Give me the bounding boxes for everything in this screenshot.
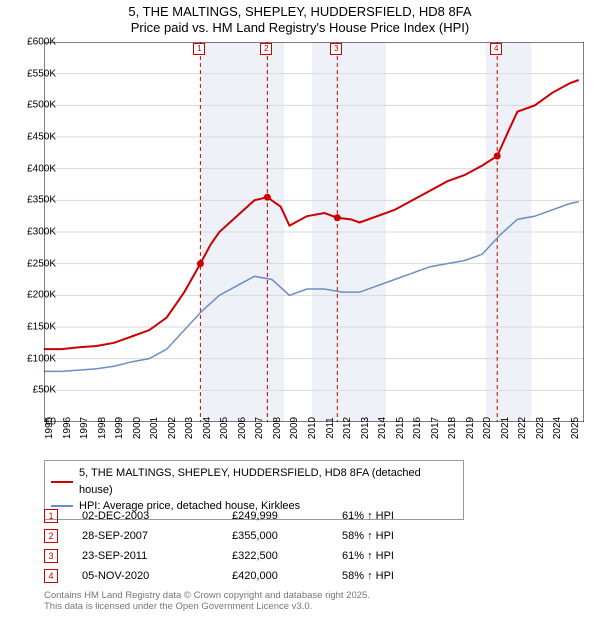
marker-pct: 58% ↑ HPI (342, 530, 462, 542)
x-tick-label: 2019 (465, 417, 476, 439)
x-tick-label: 2004 (202, 417, 213, 439)
y-tick-label: £600K (27, 37, 56, 48)
x-tick-label: 2016 (412, 417, 423, 439)
footer-line-2: This data is licensed under the Open Gov… (44, 601, 370, 612)
marker-table-row: 1 02-DEC-2003£249,99961% ↑ HPI (44, 506, 462, 526)
chart-container: 5, THE MALTINGS, SHEPLEY, HUDDERSFIELD, … (0, 0, 600, 620)
legend-swatch-property (51, 481, 73, 483)
x-tick-label: 2007 (254, 417, 265, 439)
x-tick-label: 2012 (342, 417, 353, 439)
marker-table-row: 3 23-SEP-2011£322,50061% ↑ HPI (44, 546, 462, 566)
footer-line-1: Contains HM Land Registry data © Crown c… (44, 590, 370, 601)
x-tick-label: 2022 (517, 417, 528, 439)
x-tick-label: 2017 (430, 417, 441, 439)
marker-price: £355,000 (232, 530, 342, 542)
title-block: 5, THE MALTINGS, SHEPLEY, HUDDERSFIELD, … (0, 0, 600, 37)
x-tick-label: 2005 (219, 417, 230, 439)
marker-id-box: 4 (44, 569, 58, 583)
marker-callout: 4 (490, 43, 502, 55)
marker-price: £322,500 (232, 550, 342, 562)
marker-callout: 3 (330, 43, 342, 55)
marker-table: 102-DEC-2003£249,99961% ↑ HPI228-SEP-200… (44, 506, 462, 586)
x-tick-label: 2013 (360, 417, 371, 439)
x-tick-label: 2025 (570, 417, 581, 439)
y-tick-label: £150K (27, 322, 56, 333)
marker-date: 23-SEP-2011 (82, 550, 232, 562)
x-tick-label: 2011 (325, 417, 336, 439)
marker-callout: 1 (193, 43, 205, 55)
x-tick-label: 1995 (44, 417, 55, 439)
marker-pct: 61% ↑ HPI (342, 550, 462, 562)
marker-date: 05-NOV-2020 (82, 570, 232, 582)
title-line-1: 5, THE MALTINGS, SHEPLEY, HUDDERSFIELD, … (0, 4, 600, 20)
y-tick-label: £550K (27, 68, 56, 79)
legend-item-property: 5, THE MALTINGS, SHEPLEY, HUDDERSFIELD, … (51, 465, 457, 498)
x-tick-label: 2018 (447, 417, 458, 439)
chart-svg (44, 42, 584, 422)
marker-callout: 2 (260, 43, 272, 55)
marker-pct: 58% ↑ HPI (342, 570, 462, 582)
marker-id-box: 2 (44, 529, 58, 543)
x-tick-label: 2003 (184, 417, 195, 439)
y-tick-label: £350K (27, 195, 56, 206)
x-tick-label: 2021 (500, 417, 511, 439)
x-tick-label: 2023 (535, 417, 546, 439)
x-tick-label: 1997 (79, 417, 90, 439)
x-tick-label: 2014 (377, 417, 388, 439)
marker-id-box: 1 (44, 509, 58, 523)
title-line-2: Price paid vs. HM Land Registry's House … (0, 20, 600, 36)
x-tick-label: 2024 (552, 417, 563, 439)
y-tick-label: £100K (27, 353, 56, 364)
marker-table-row: 2 28-SEP-2007£355,00058% ↑ HPI (44, 526, 462, 546)
x-tick-label: 2001 (149, 417, 160, 439)
x-tick-label: 1998 (97, 417, 108, 439)
legend-label-property: 5, THE MALTINGS, SHEPLEY, HUDDERSFIELD, … (79, 465, 457, 498)
marker-table-row: 4 05-NOV-2020£420,00058% ↑ HPI (44, 566, 462, 586)
marker-price: £420,000 (232, 570, 342, 582)
marker-date: 02-DEC-2003 (82, 510, 232, 522)
y-tick-label: £300K (27, 227, 56, 238)
marker-pct: 61% ↑ HPI (342, 510, 462, 522)
x-tick-label: 2010 (307, 417, 318, 439)
chart-area (44, 42, 584, 422)
x-tick-label: 2000 (132, 417, 143, 439)
marker-price: £249,999 (232, 510, 342, 522)
y-tick-label: £200K (27, 290, 56, 301)
marker-date: 28-SEP-2007 (82, 530, 232, 542)
x-tick-label: 1999 (114, 417, 125, 439)
x-tick-label: 2020 (482, 417, 493, 439)
marker-id-box: 3 (44, 549, 58, 563)
y-tick-label: £500K (27, 100, 56, 111)
x-tick-label: 2006 (237, 417, 248, 439)
footer: Contains HM Land Registry data © Crown c… (44, 590, 370, 613)
y-tick-label: £400K (27, 163, 56, 174)
x-tick-label: 2002 (167, 417, 178, 439)
x-tick-label: 2015 (395, 417, 406, 439)
x-tick-label: 2008 (272, 417, 283, 439)
x-tick-label: 1996 (62, 417, 73, 439)
y-tick-label: £250K (27, 258, 56, 269)
x-tick-label: 2009 (289, 417, 300, 439)
y-tick-label: £50K (33, 385, 56, 396)
y-tick-label: £450K (27, 132, 56, 143)
